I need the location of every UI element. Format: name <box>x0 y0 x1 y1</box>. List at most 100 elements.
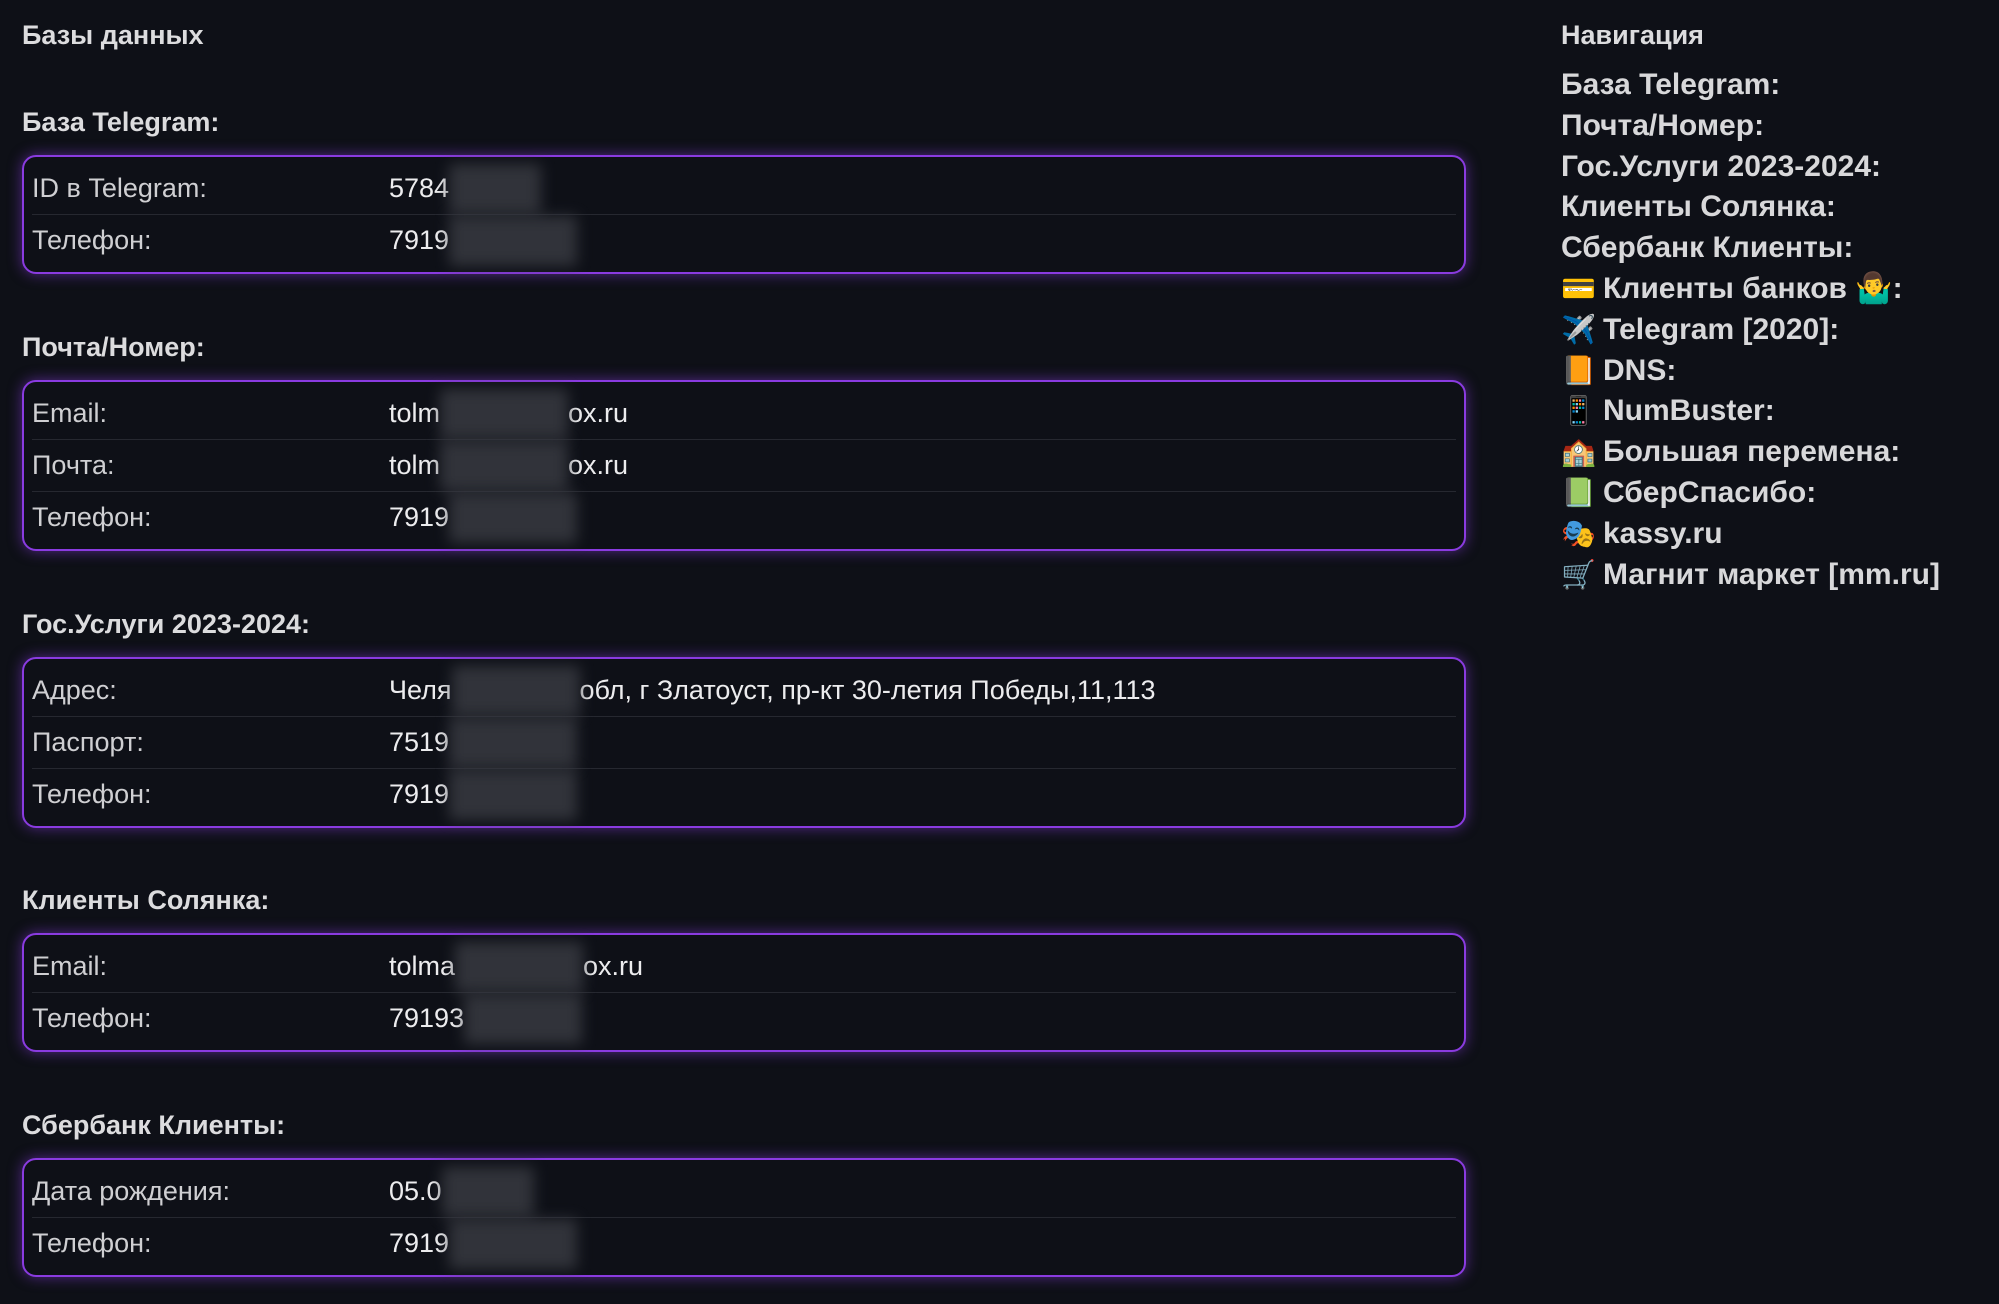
green-book-icon: 📗 <box>1561 476 1596 508</box>
redacted-blur <box>440 388 569 439</box>
nav-link[interactable]: 📱 NumBuster: <box>1561 391 1940 432</box>
data-row: Паспорт: 7519 <box>32 716 1456 768</box>
nav-link-label: NumBuster: <box>1603 394 1775 428</box>
value-visible-part: 79193 <box>389 1003 465 1033</box>
data-card: Email: tolm ox.ru Почта: tolm ox.ru Телефон: 79… <box>22 380 1466 551</box>
nav-link[interactable]: Сбербанк Клиенты: <box>1561 228 1940 269</box>
field-value: tolm ox.ru <box>389 388 629 439</box>
field-label: Телефон: <box>32 1228 152 1258</box>
data-row: Телефон: 7919 <box>32 214 1456 266</box>
nav-link-label: Клиенты банков 🤷‍♂️: <box>1603 271 1903 305</box>
section-heading: База Telegram: <box>22 107 220 137</box>
value-visible-part: Челя <box>389 675 452 705</box>
value-visible-part: 7919 <box>389 779 450 809</box>
nav-link[interactable]: 📙 DNS: <box>1561 351 1940 392</box>
data-card: Адрес: Челя обл, г Златоуст, пр-кт 30-лети… <box>22 657 1466 828</box>
nav-link-label: Большая перемена: <box>1603 435 1901 469</box>
redacted-blur <box>455 941 584 992</box>
field-label: Паспорт: <box>32 727 144 757</box>
data-row: ID в Telegram: 5784 <box>32 163 1456 214</box>
redacted-blur <box>449 215 578 266</box>
field-label: Почта: <box>32 450 115 480</box>
nav-link[interactable]: База Telegram: <box>1561 65 1940 106</box>
school-icon: 🏫 <box>1561 436 1596 468</box>
field-label: Телефон: <box>32 225 152 255</box>
nav-link-label: Почта/Номер: <box>1561 108 1765 142</box>
field-label: Телефон: <box>32 1003 152 1033</box>
field-label: Телефон: <box>32 502 152 532</box>
field-label: Телефон: <box>32 779 152 809</box>
field-value: 5784 <box>389 163 542 214</box>
nav-link[interactable]: Клиенты Солянка: <box>1561 187 1940 228</box>
nav-link[interactable]: 🎭 kassy.ru <box>1561 514 1940 555</box>
redacted-blur <box>464 993 583 1044</box>
nav-link[interactable]: 📗 СберСпасибо: <box>1561 473 1940 514</box>
value-visible-part: 7919 <box>389 225 450 255</box>
nav-link-label: СберСпасибо: <box>1603 475 1817 509</box>
data-row: Телефон: 7919 <box>32 491 1456 543</box>
field-value: 7919 <box>389 215 578 266</box>
field-value: tolma ox.ru <box>389 941 644 992</box>
value-visible-part: 7919 <box>389 502 450 532</box>
value-visible-part: tolm <box>389 450 441 480</box>
field-label: Email: <box>32 951 108 981</box>
nav-link[interactable]: 🛒 Магнит маркет [mm.ru] <box>1561 555 1940 596</box>
nav-link[interactable]: Почта/Номер: <box>1561 106 1940 147</box>
nav-link-label: kassy.ru <box>1603 516 1723 550</box>
orange-book-icon: 📙 <box>1561 354 1596 386</box>
value-suffix: обл, г Златоуст, пр-кт 30-летия Победы,1… <box>579 675 1156 705</box>
nav-link-label: Telegram [2020]: <box>1603 312 1840 346</box>
value-suffix: ox.ru <box>568 450 629 480</box>
field-value: 79193 <box>389 993 583 1044</box>
section-heading: Сбербанк Клиенты: <box>22 1110 286 1140</box>
redacted-blur <box>440 440 569 491</box>
nav-link[interactable]: Гос.Услуги 2023-2024: <box>1561 147 1940 188</box>
redacted-blur <box>449 492 578 543</box>
nav-link[interactable]: ✈️ Telegram [2020]: <box>1561 310 1940 351</box>
nav-link[interactable]: 🏫 Большая перемена: <box>1561 432 1940 473</box>
navigation-title: Навигация <box>1561 20 1704 50</box>
data-row: Адрес: Челя обл, г Златоуст, пр-кт 30-лети… <box>32 665 1456 716</box>
field-value: 7919 <box>389 769 578 820</box>
redacted-blur <box>449 163 542 214</box>
value-visible-part: 05.0 <box>389 1176 442 1206</box>
value-visible-part: 5784 <box>389 173 450 203</box>
nav-link-label: Клиенты Солянка: <box>1561 190 1836 224</box>
value-suffix: ox.ru <box>583 951 644 981</box>
nav-link-label: Магнит маркет [mm.ru] <box>1603 557 1940 591</box>
data-row: Телефон: 7919 <box>32 1217 1456 1269</box>
field-value: 7919 <box>389 1218 578 1269</box>
field-label: ID в Telegram: <box>32 173 207 203</box>
nav-link-label: База Telegram: <box>1561 68 1781 101</box>
data-row: Телефон: 79193 <box>32 992 1456 1044</box>
credit-card-icon: 💳 <box>1561 272 1596 304</box>
nav-link-label: DNS: <box>1603 353 1677 387</box>
field-label: Email: <box>32 398 108 428</box>
redacted-blur <box>449 769 578 820</box>
field-value: 05.0 <box>389 1166 534 1217</box>
value-visible-part: tolm <box>389 398 441 428</box>
section-heading: Почта/Номер: <box>22 332 205 362</box>
section-heading: Гос.Услуги 2023-2024: <box>22 609 310 639</box>
field-label: Адрес: <box>32 675 117 705</box>
data-row: Дата рождения: 05.0 <box>32 1166 1456 1217</box>
redacted-blur <box>451 665 580 716</box>
value-visible-part: 7919 <box>389 1228 450 1258</box>
value-visible-part: tolma <box>389 951 456 981</box>
section-heading: Клиенты Солянка: <box>22 885 270 915</box>
page-title: Базы данных <box>22 20 204 50</box>
field-label: Дата рождения: <box>32 1176 230 1206</box>
nav-link-label: Сбербанк Клиенты: <box>1561 231 1854 265</box>
value-suffix: ox.ru <box>568 398 629 428</box>
data-row: Email: tolm ox.ru <box>32 388 1456 439</box>
data-row: Почта: tolm ox.ru <box>32 439 1456 491</box>
nav-link-label: Гос.Услуги 2023-2024: <box>1561 149 1881 183</box>
shopping-cart-icon: 🛒 <box>1561 558 1596 590</box>
field-value: 7919 <box>389 492 578 543</box>
redacted-blur <box>449 717 578 768</box>
data-row: Email: tolma ox.ru <box>32 941 1456 992</box>
data-card: Email: tolma ox.ru Телефон: 79193 <box>22 933 1466 1052</box>
field-value: 7519 <box>389 717 578 768</box>
redacted-blur <box>449 1218 578 1269</box>
nav-link[interactable]: 💳 Клиенты банков 🤷‍♂️: <box>1561 269 1940 310</box>
